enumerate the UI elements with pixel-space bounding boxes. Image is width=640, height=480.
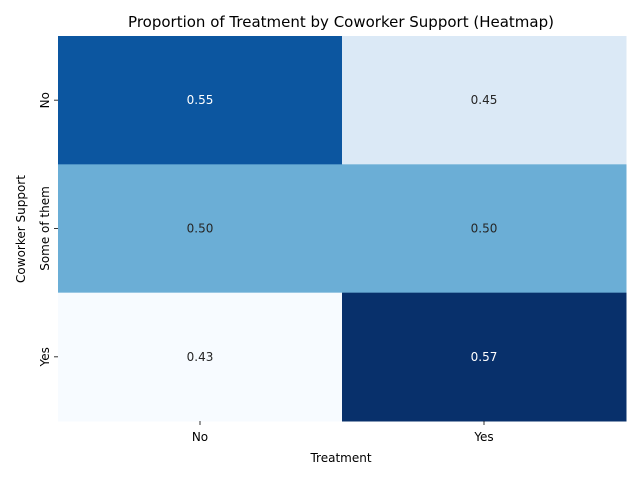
cell-value-label-0-1: 0.45 <box>471 93 498 107</box>
y-tick-label-1: Some of them <box>38 186 52 271</box>
heatmap-cell-1-1 <box>342 164 627 294</box>
x-tick-label-1: Yes <box>473 430 493 444</box>
heatmap-cells <box>58 36 627 422</box>
x-axis-ticks: No Yes <box>192 421 494 444</box>
cell-value-label-1-0: 0.50 <box>187 222 214 236</box>
heatmap-cell-2-1 <box>342 292 627 422</box>
chart-title: Proportion of Treatment by Coworker Supp… <box>128 13 554 31</box>
heatmap-cell-labels: 0.55 0.45 0.50 0.50 0.43 0.57 <box>187 93 498 364</box>
x-axis-label: Treatment <box>309 451 371 465</box>
cell-value-label-1-1: 0.50 <box>471 222 498 236</box>
heatmap-cell-0-1 <box>342 36 627 165</box>
y-axis-ticks: No Some of them Yes <box>38 92 58 368</box>
y-axis-label: Coworker Support <box>14 175 28 283</box>
cell-value-label-2-0: 0.43 <box>187 350 214 364</box>
y-tick-label-0: No <box>38 92 52 108</box>
cell-value-label-2-1: 0.57 <box>471 350 498 364</box>
cell-value-label-0-0: 0.55 <box>187 93 214 107</box>
y-tick-label-2: Yes <box>38 347 52 367</box>
heatmap-cell-2-0 <box>58 292 343 422</box>
x-tick-label-0: No <box>192 430 208 444</box>
heatmap-cell-1-0 <box>58 164 343 294</box>
heatmap-cell-0-0 <box>58 36 343 165</box>
